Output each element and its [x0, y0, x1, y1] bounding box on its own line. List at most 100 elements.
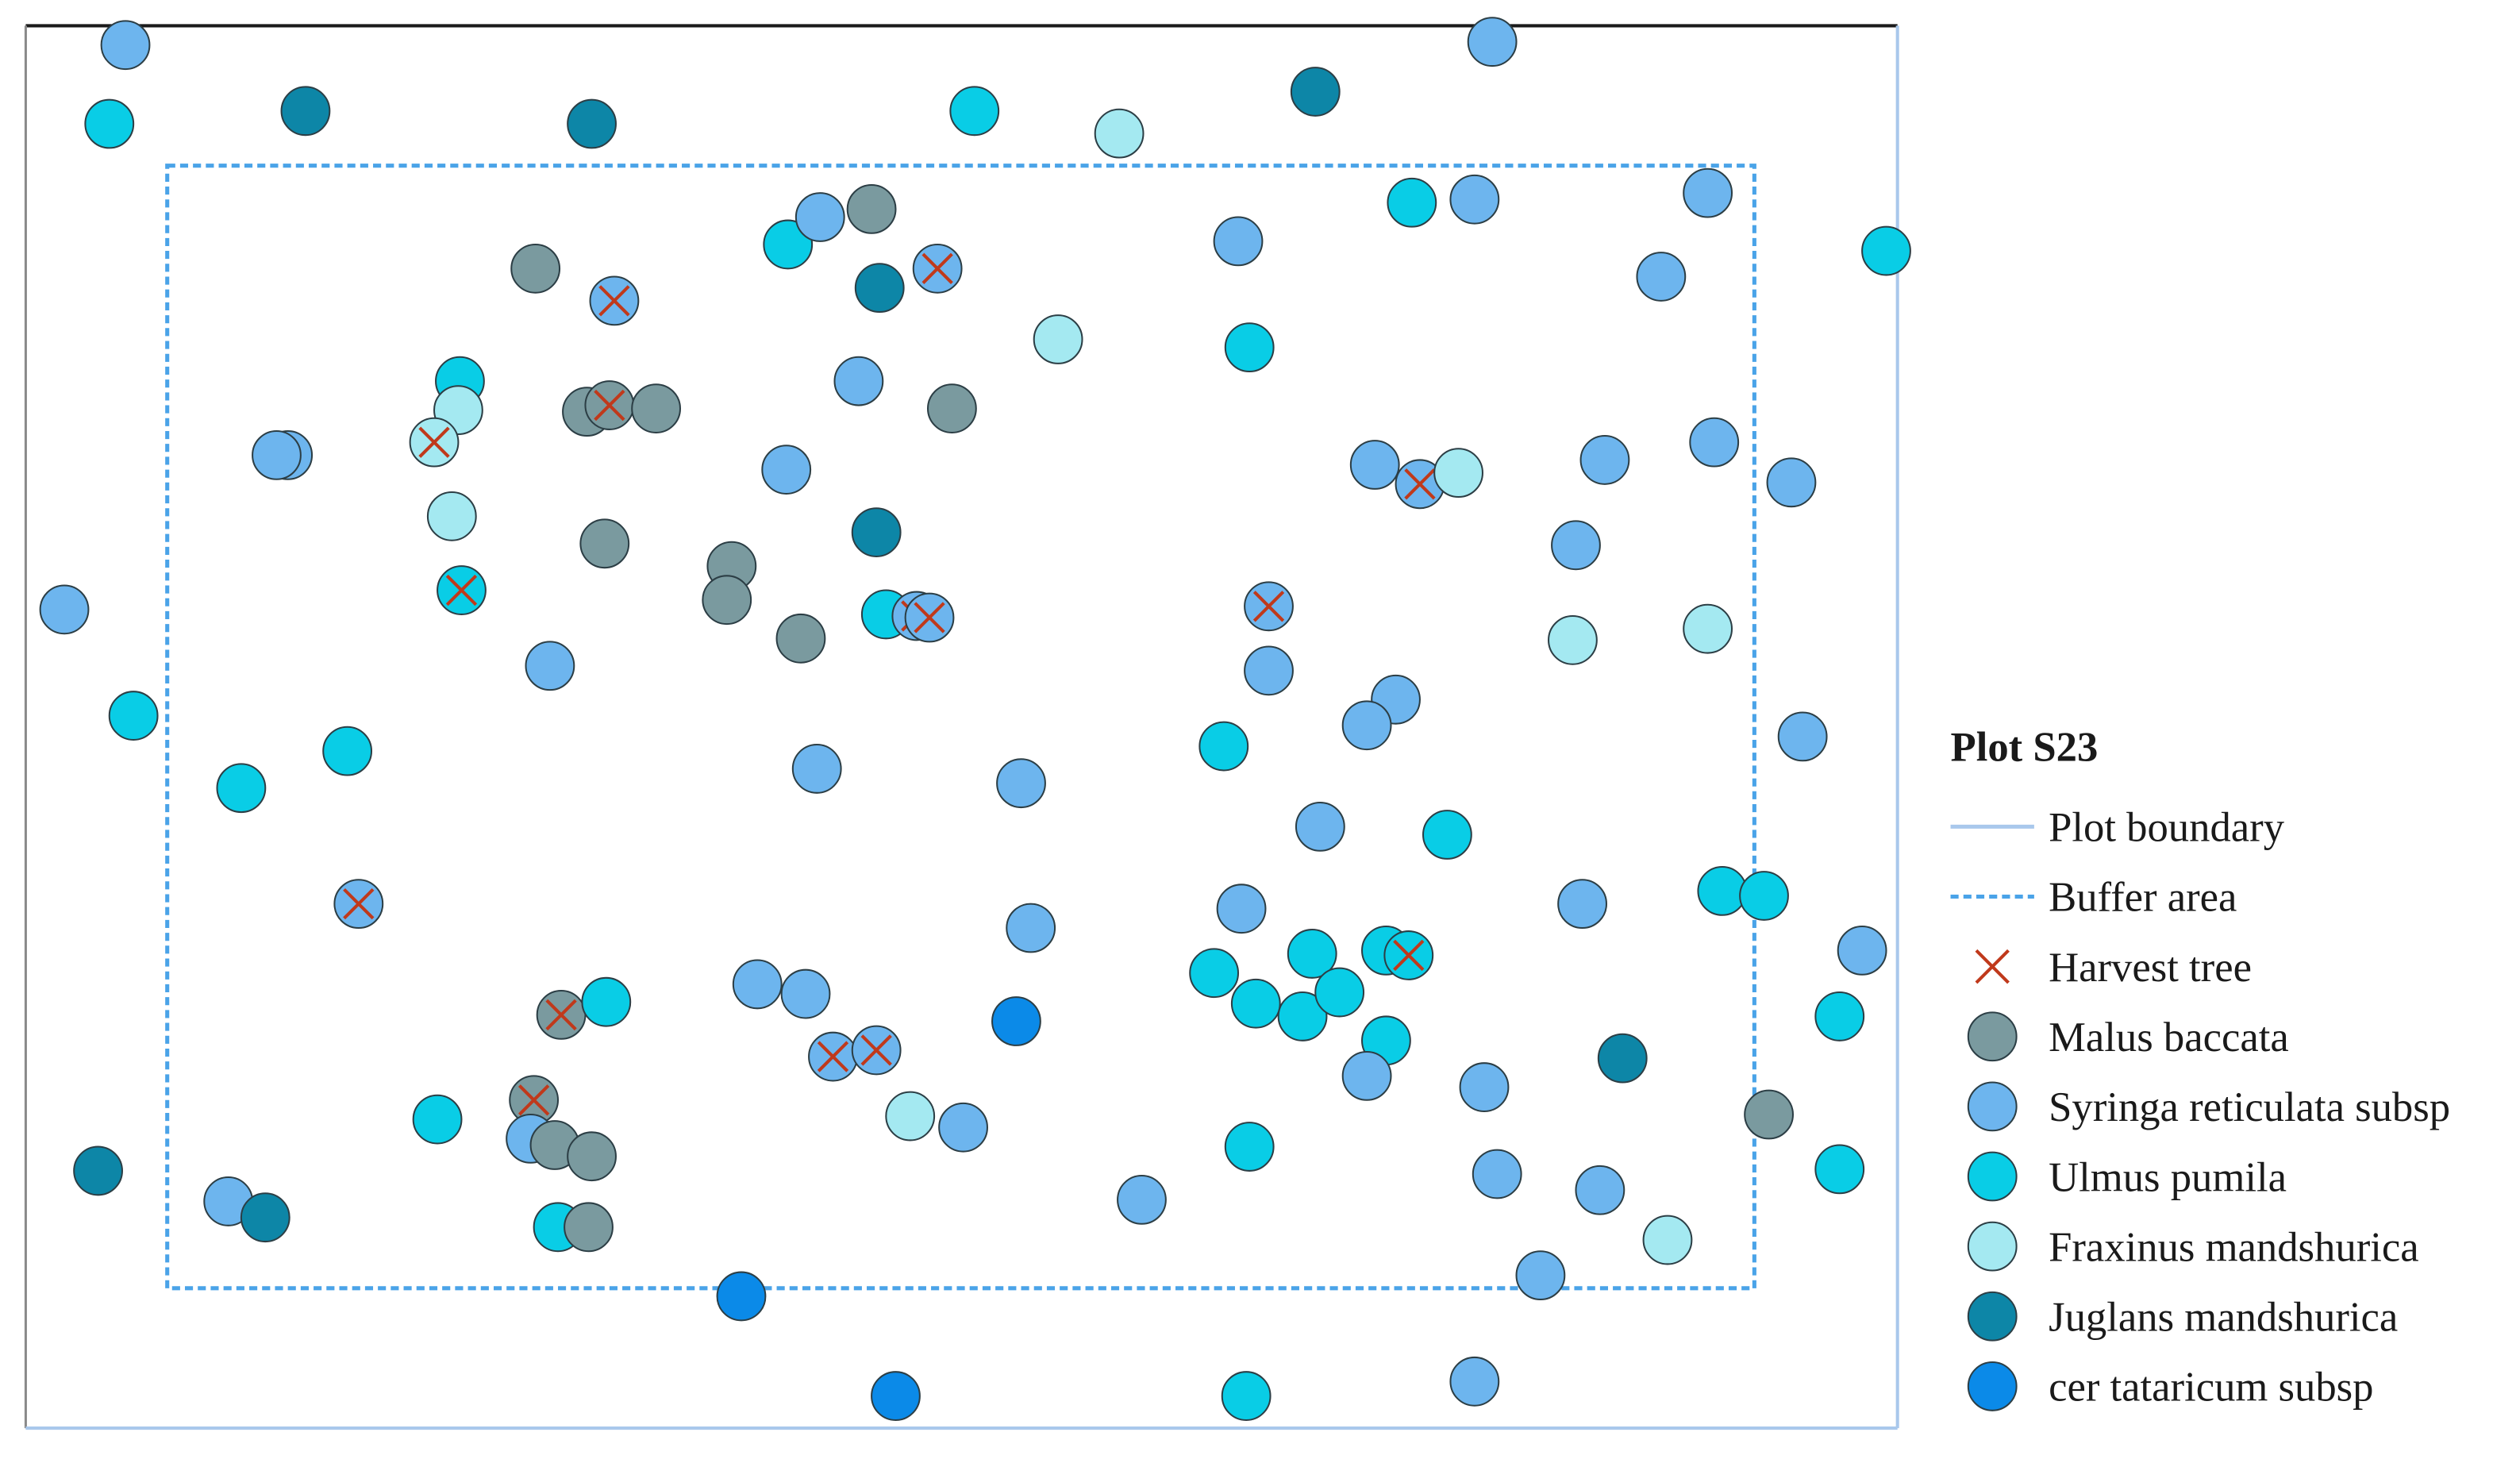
tree-dot	[1861, 225, 1911, 276]
tree-dot	[1557, 879, 1607, 930]
tree-fraxinus-mandshurica	[1033, 314, 1083, 364]
tree-syringa-reticulata-harvest	[333, 879, 384, 930]
tree-dot	[1341, 1050, 1392, 1101]
legend-item: Fraxinus mandshurica	[1967, 1221, 2419, 1272]
legend-item: Harvest tree	[1975, 945, 2252, 991]
legend-item: Malus baccata	[1967, 1011, 2289, 1062]
tree-syringa-reticulata	[1459, 1062, 1510, 1112]
tree-juglans-mandshurica	[1597, 1033, 1648, 1084]
tree-fraxinus-mandshurica	[885, 1091, 936, 1142]
tree-dot	[1689, 417, 1740, 468]
tree-ulmus-pumila	[1422, 810, 1472, 860]
legend-label: Harvest tree	[2049, 945, 2252, 991]
tree-dot	[761, 445, 812, 495]
tree-juglans-mandshurica	[854, 263, 905, 314]
tree-syringa-reticulata	[252, 429, 302, 480]
tree-dot	[854, 263, 905, 314]
harvest-cross	[517, 1084, 550, 1116]
tree-syringa-reticulata	[1472, 1149, 1522, 1199]
harvest-cross	[921, 252, 953, 285]
harvest-cross	[598, 285, 630, 317]
tree-ulmus-pumila	[1739, 871, 1789, 921]
tree-acer-tataricum	[716, 1271, 767, 1322]
tree-dot	[216, 763, 267, 814]
tree-dot	[1221, 1371, 1272, 1421]
tree-syringa-reticulata	[794, 192, 845, 242]
tree-syringa-reticulata	[1244, 645, 1294, 696]
buffer-area	[165, 164, 1756, 1291]
tree-malus-baccata-harvest	[509, 1075, 560, 1126]
tree-syringa-reticulata	[791, 744, 842, 794]
harvest-cross	[545, 999, 577, 1031]
tree-ulmus-pumila	[1277, 991, 1328, 1041]
legend-label: Plot boundary	[2049, 805, 2285, 851]
legend-label: Malus baccata	[2049, 1014, 2289, 1061]
tree-dot	[631, 383, 682, 434]
tree-ulmus-pumila	[1198, 721, 1249, 772]
tree-juglans-mandshurica	[280, 86, 331, 137]
tree-dot	[579, 518, 630, 569]
tree-dot	[1683, 167, 1733, 218]
tree-syringa-reticulata	[1295, 801, 1345, 852]
tree-dot	[1467, 17, 1518, 67]
tree-malus-baccata-harvest	[584, 380, 635, 430]
tree-dot	[1814, 1144, 1865, 1195]
tree-dot	[1213, 216, 1264, 267]
harvest-cross	[817, 1041, 849, 1072]
tree-malus-baccata	[775, 613, 826, 664]
tree-dot	[1472, 1149, 1522, 1199]
tree-dot	[1224, 1122, 1275, 1172]
tree-syringa-reticulata	[1689, 417, 1740, 468]
tree-dot	[996, 758, 1046, 809]
tree-syringa-reticulata	[1837, 925, 1887, 976]
tree-ulmus-pumila	[1221, 1371, 1272, 1421]
legend-label: Ulmus pumila	[2049, 1154, 2287, 1200]
legend-label: cer tataricum subsp	[2049, 1365, 2373, 1411]
tree-juglans-mandshurica	[567, 98, 617, 149]
tree-dot	[716, 1271, 767, 1322]
tree-dot	[252, 429, 302, 480]
tree-ulmus-pumila	[84, 98, 135, 149]
tree-ulmus-pumila	[1697, 866, 1748, 916]
species-swatch	[1967, 1081, 2018, 1132]
legend-item: Buffer area	[1950, 875, 2237, 921]
tree-dot	[926, 383, 977, 434]
harvest-cross	[1393, 939, 1425, 972]
tree-dot	[1349, 440, 1400, 490]
harvest-cross	[1404, 468, 1436, 500]
tree-fraxinus-mandshurica	[426, 491, 477, 541]
tree-syringa-reticulata	[1636, 252, 1687, 302]
harvest-cross	[445, 574, 478, 606]
tree-dot	[1290, 67, 1341, 117]
tree-malus-baccata	[926, 383, 977, 434]
tree-dot	[567, 98, 617, 149]
tree-syringa-reticulata	[761, 445, 812, 495]
tree-dot	[1189, 948, 1240, 999]
tree-dot	[581, 976, 632, 1027]
harvest-cross	[914, 602, 945, 633]
tree-syringa-reticulata-harvest	[808, 1031, 858, 1082]
tree-ulmus-pumila	[1230, 978, 1281, 1029]
tree-dot	[1548, 614, 1598, 665]
tree-dot	[322, 726, 373, 776]
tree-dot	[1777, 711, 1828, 762]
tree-syringa-reticulata	[1557, 879, 1607, 930]
tree-syringa-reticulata	[1579, 435, 1630, 485]
tree-dot	[846, 183, 897, 234]
tree-dot	[780, 968, 831, 1019]
tree-ulmus-pumila	[1314, 967, 1365, 1018]
tree-dot	[1244, 645, 1294, 696]
tree-ulmus-pumila	[1387, 177, 1437, 228]
tree-dot	[525, 641, 575, 691]
tree-dot	[871, 1371, 921, 1421]
tree-malus-baccata	[567, 1131, 617, 1182]
tree-malus-baccata-harvest	[536, 990, 587, 1040]
tree-syringa-reticulata	[1349, 440, 1400, 490]
harvest-cross	[418, 426, 450, 458]
tree-dot	[1515, 1250, 1566, 1301]
tree-juglans-mandshurica	[73, 1145, 123, 1196]
tree-syringa-reticulata	[833, 356, 884, 406]
tree-dot	[1744, 1089, 1795, 1140]
tree-dot	[791, 744, 842, 794]
tree-dot	[1277, 991, 1328, 1041]
